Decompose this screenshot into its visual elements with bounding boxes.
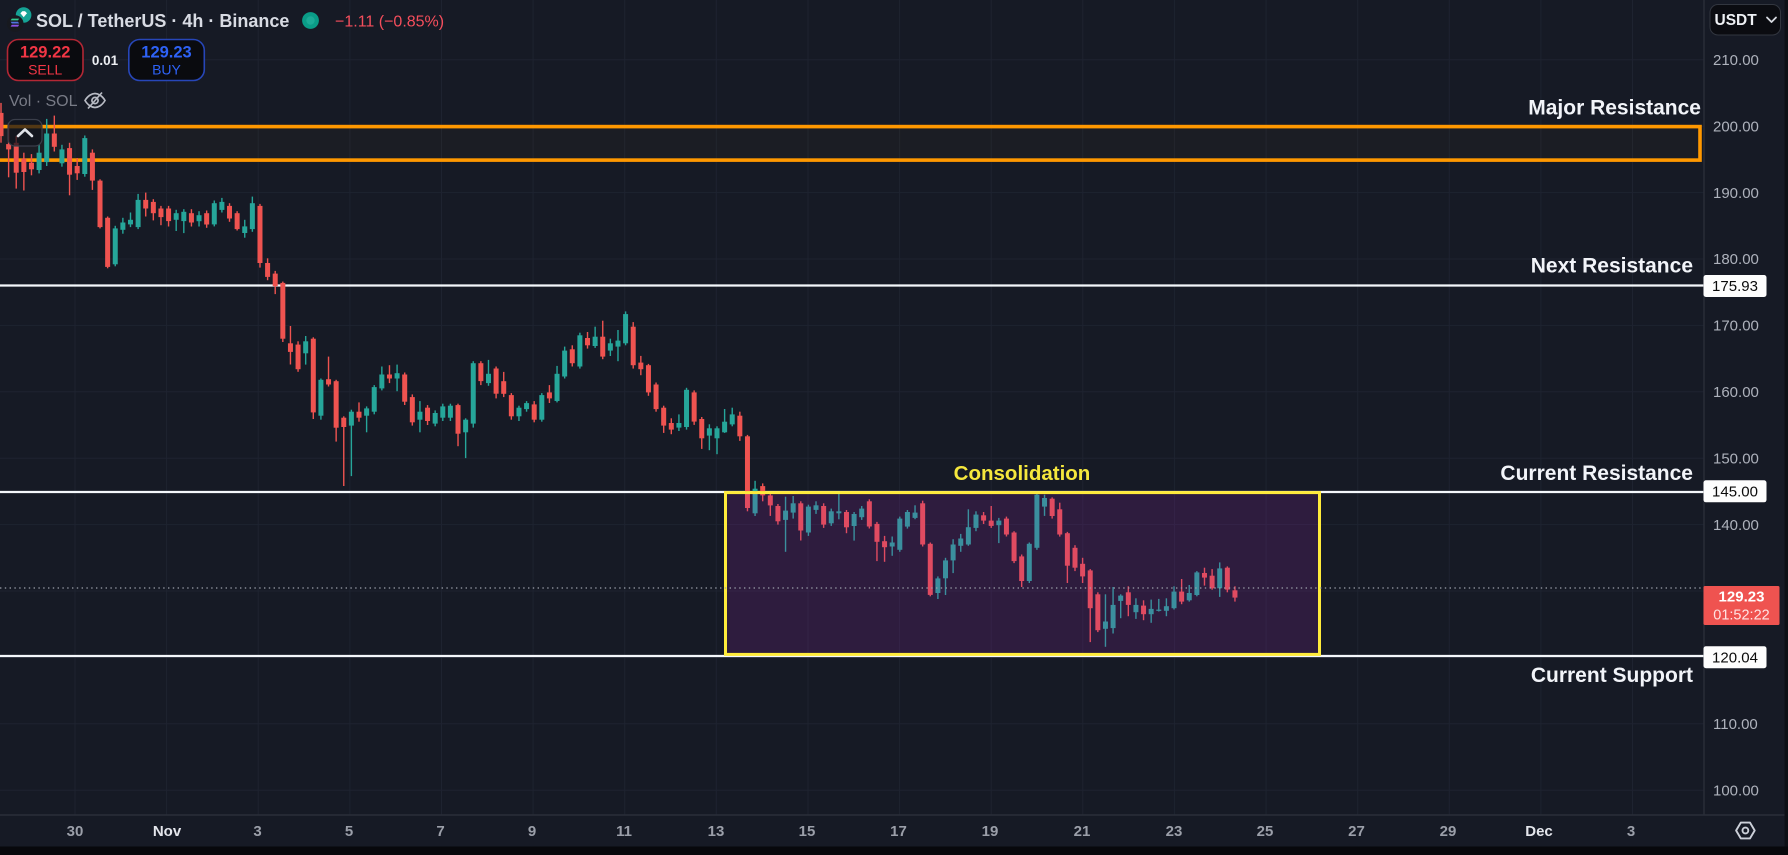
svg-text:7: 7 [436,823,444,840]
svg-text:19: 19 [982,823,999,840]
svg-text:21: 21 [1074,823,1091,840]
svg-text:170.00: 170.00 [1713,318,1759,335]
svg-text:SOL / TetherUS · 4h · Binance: SOL / TetherUS · 4h · Binance [36,11,289,31]
svg-text:129.22: 129.22 [20,44,70,62]
svg-text:Current Support: Current Support [1531,664,1693,687]
svg-text:140.00: 140.00 [1713,517,1759,534]
svg-text:Nov: Nov [153,823,182,840]
svg-text:150.00: 150.00 [1713,450,1759,467]
svg-text:145.00: 145.00 [1712,484,1758,501]
svg-text:29: 29 [1440,823,1457,840]
svg-text:30: 30 [67,823,84,840]
svg-text:Current Resistance: Current Resistance [1500,462,1693,485]
svg-text:BUY: BUY [152,62,181,78]
svg-text:210.00: 210.00 [1713,52,1759,69]
svg-text:100.00: 100.00 [1713,782,1759,799]
svg-text:129.23: 129.23 [1719,589,1765,606]
svg-text:110.00: 110.00 [1713,716,1758,733]
svg-text:9: 9 [528,823,536,840]
svg-text:23: 23 [1166,823,1183,840]
svg-text:190.00: 190.00 [1713,185,1759,202]
svg-text:13: 13 [708,823,725,840]
svg-text:15: 15 [799,823,816,840]
svg-text:129.23: 129.23 [141,44,191,62]
svg-text:3: 3 [253,823,261,840]
svg-text:120.04: 120.04 [1712,649,1758,666]
svg-text:0.01: 0.01 [92,53,119,68]
svg-text:200.00: 200.00 [1713,118,1759,135]
svg-text:Consolidation: Consolidation [954,462,1091,485]
svg-text:25: 25 [1257,823,1274,840]
svg-text:160.00: 160.00 [1713,384,1759,401]
svg-text:3: 3 [1627,823,1635,840]
svg-text:Dec: Dec [1525,823,1553,840]
svg-text:USDT: USDT [1715,12,1758,29]
svg-text:17: 17 [890,823,907,840]
svg-text:180.00: 180.00 [1713,251,1759,268]
svg-text:Next Resistance: Next Resistance [1531,255,1693,278]
svg-text:Major Resistance: Major Resistance [1528,97,1701,120]
svg-text:−1.11 (−0.85%): −1.11 (−0.85%) [335,14,444,31]
svg-text:27: 27 [1348,823,1365,840]
svg-text:5: 5 [345,823,353,840]
svg-text:11: 11 [616,823,632,840]
svg-text:01:52:22: 01:52:22 [1713,608,1769,624]
svg-text:SELL: SELL [28,62,62,78]
svg-text:Vol · SOL: Vol · SOL [9,93,78,110]
svg-text:175.93: 175.93 [1712,278,1758,295]
